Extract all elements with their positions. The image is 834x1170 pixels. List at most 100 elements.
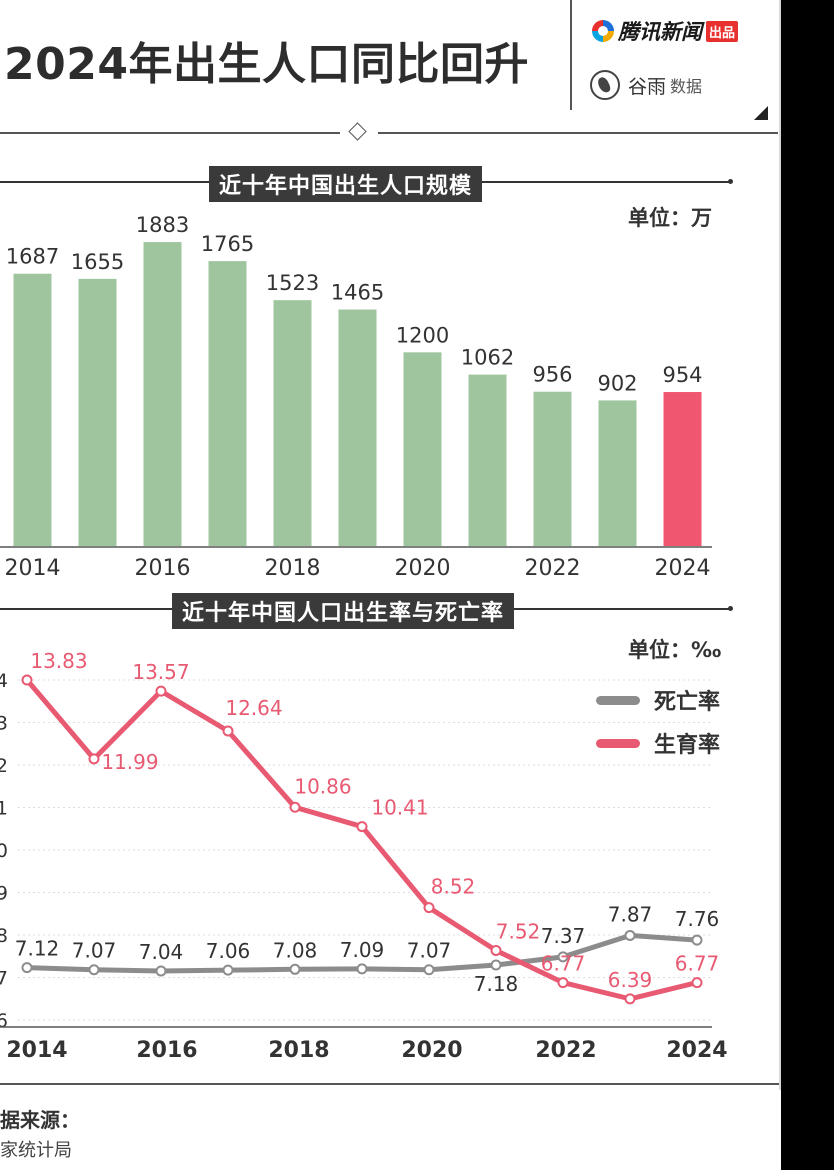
- tencent-news-icon: [592, 20, 614, 42]
- series-point-生育率: [691, 977, 703, 989]
- bar-2023: [598, 400, 637, 546]
- series-point-生育率: [423, 902, 435, 914]
- tencent-news-name: 腾讯新闻: [618, 20, 702, 44]
- bar-value-label: 1765: [201, 232, 254, 256]
- series-point-生育率: [155, 685, 167, 697]
- line-y-tick-label: 6: [0, 1010, 8, 1032]
- source-label: 据来源：: [0, 1108, 80, 1132]
- series-value-label-死亡率: 7.87: [608, 902, 653, 926]
- series-value-label-生育率: 7.52: [496, 919, 541, 943]
- series-value-label-死亡率: 7.07: [407, 939, 452, 963]
- header-divider-left: [0, 132, 340, 134]
- series-value-label-死亡率: 7.09: [340, 938, 385, 962]
- series-value-label-生育率: 6.77: [541, 952, 586, 976]
- series-value-label-生育率: 13.57: [132, 660, 189, 684]
- line-chart-title: 近十年中国人口出生率与死亡率: [172, 593, 515, 629]
- series-value-label-生育率: 10.41: [371, 796, 428, 820]
- bar-2015: [78, 278, 117, 546]
- line-y-tick-label: 2: [0, 755, 8, 777]
- bar-section-dot: [728, 179, 733, 184]
- series-value-label-生育率: 11.99: [101, 750, 158, 774]
- series-value-label-生育率: 10.86: [294, 774, 351, 798]
- source-value: 家统计局: [0, 1140, 72, 1161]
- line-x-tick-label: 2018: [268, 1038, 329, 1063]
- bar-value-label: 956: [532, 363, 572, 387]
- bar-value-label: 1687: [6, 245, 59, 269]
- bar-value-label: 1062: [461, 346, 514, 370]
- series-value-label-生育率: 8.52: [431, 875, 476, 899]
- line-y-tick-label: 7: [0, 968, 8, 990]
- line-section-dot: [728, 606, 733, 611]
- legend-birth-swatch: [596, 738, 640, 748]
- series-point-死亡率: [155, 965, 167, 977]
- frame-line: [779, 0, 781, 1090]
- series-point-生育率: [21, 674, 33, 686]
- guyu-icon: [590, 70, 620, 100]
- series-value-label-死亡率: 7.37: [541, 924, 586, 948]
- tencent-news-tag: 出品: [706, 20, 739, 42]
- series-value-label-生育率: 12.64: [225, 696, 282, 720]
- bar-tick-label: 2016: [135, 556, 191, 581]
- series-value-label-生育率: 6.77: [675, 952, 720, 976]
- birth-population-bar-chart: 1687 1655 1883 1765 1523 1465 1200 1062 956 902 95…: [0, 213, 712, 581]
- page-title: 2024年出生人口同比回升: [4, 39, 529, 90]
- legend-death-rate: 死亡率: [596, 684, 720, 716]
- line-y-tick-label: 8: [0, 925, 8, 947]
- bar-chart-title: 近十年中国出生人口规模: [209, 166, 483, 202]
- series-point-死亡率: [222, 964, 234, 976]
- bar-value-label: 1655: [71, 250, 124, 274]
- bar-tick-label: 2024: [655, 556, 711, 581]
- bar-2017: [208, 261, 247, 546]
- line-y-tick-label: 4: [0, 670, 8, 692]
- bar-value-label: 902: [597, 371, 637, 395]
- series-value-label-死亡率: 7.12: [15, 937, 60, 961]
- guyu-sub: 数据: [670, 77, 703, 96]
- bar-2020: [403, 352, 442, 546]
- legend-birth-label: 生育率: [654, 733, 721, 758]
- bar-tick-label: 2014: [5, 556, 61, 581]
- legend-death-swatch: [596, 695, 640, 705]
- line-x-tick-label: 2016: [136, 1038, 197, 1063]
- footer-divider: [0, 1083, 779, 1085]
- series-value-label-死亡率: 7.08: [273, 938, 318, 962]
- line-x-tick-label: 2024: [666, 1038, 727, 1063]
- line-chart-unit: 单位：‰: [628, 638, 722, 662]
- header-divider-right: [378, 132, 778, 134]
- series-value-label-生育率: 13.83: [30, 649, 87, 673]
- bar-2014: [13, 273, 52, 546]
- line-y-tick-label: 1: [0, 798, 8, 820]
- line-x-tick-label: 2014: [6, 1038, 67, 1063]
- series-point-生育率: [88, 753, 100, 765]
- guyu-data-logo: 谷雨 数据: [590, 70, 702, 100]
- line-x-tick-label: 2020: [401, 1038, 462, 1063]
- series-point-生育率: [490, 944, 502, 956]
- series-point-生育率: [624, 993, 636, 1005]
- series-point-生育率: [289, 801, 301, 813]
- bar-tick-label: 2020: [395, 556, 451, 581]
- line-y-tick-label: 3: [0, 713, 8, 735]
- series-value-label-死亡率: 7.76: [675, 907, 720, 931]
- bar-2022: [533, 391, 572, 546]
- bar-tick-label: 2022: [525, 556, 581, 581]
- series-value-label-生育率: 6.39: [608, 968, 653, 992]
- series-point-死亡率: [557, 951, 569, 963]
- series-value-label-死亡率: 7.18: [474, 972, 519, 996]
- bar-chart-unit: 单位：万: [628, 206, 712, 230]
- line-x-tick-label: 2022: [535, 1038, 596, 1063]
- bar-value-label: 1883: [136, 213, 189, 237]
- bar-value-label: 1465: [331, 281, 384, 305]
- brand-divider: [570, 0, 572, 110]
- series-point-死亡率: [691, 934, 703, 946]
- bar-2024: [663, 392, 702, 546]
- series-point-死亡率: [423, 964, 435, 976]
- series-point-生育率: [356, 821, 368, 833]
- tencent-news-logo: 腾讯新闻 出品: [592, 16, 739, 46]
- bar-2016: [143, 242, 182, 546]
- line-y-tick-label: 9: [0, 883, 8, 905]
- legend-birth-rate: 生育率: [596, 727, 720, 759]
- series-point-生育率: [222, 725, 234, 737]
- bar-2018: [273, 300, 312, 546]
- right-black-strip: [781, 0, 834, 1170]
- guyu-name: 谷雨: [628, 75, 667, 98]
